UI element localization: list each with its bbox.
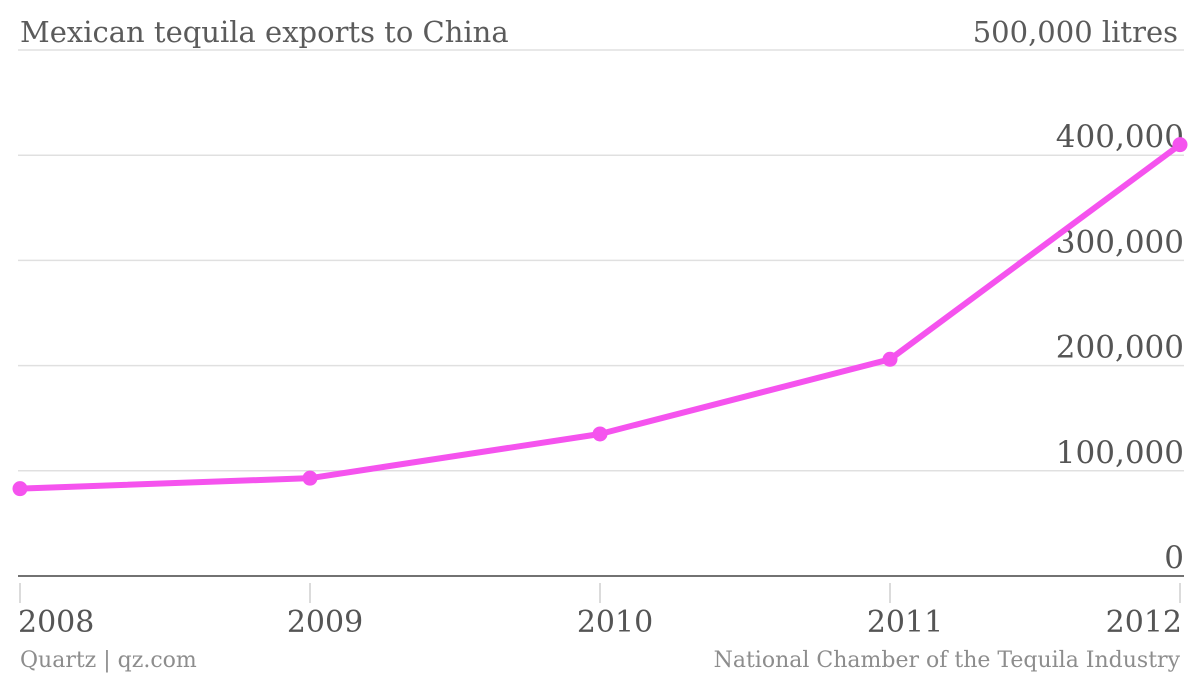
gridlines xyxy=(18,49,1184,472)
y-tick-label: 100,000 xyxy=(1056,435,1184,471)
y-tick-label: 300,000 xyxy=(1056,224,1184,260)
footer-source-right: National Chamber of the Tequila Industry xyxy=(714,648,1181,673)
data-point xyxy=(1172,137,1188,153)
y-axis-max-label: 500,000 litres xyxy=(973,15,1178,49)
y-tick-label: 400,000 xyxy=(1056,119,1184,155)
x-tick-label: 2010 xyxy=(577,605,653,640)
data-point xyxy=(882,351,898,367)
x-tick-label: 2011 xyxy=(867,605,943,640)
x-axis-ticks: 2008 2009 2010 2011 2012 xyxy=(18,583,1182,640)
data-point xyxy=(592,426,608,442)
y-tick-label: 0 xyxy=(1164,540,1184,576)
x-tick-label: 2008 xyxy=(18,605,94,640)
data-point xyxy=(302,470,318,486)
y-axis-tick-labels: 0 100,000 200,000 300,000 400,000 xyxy=(1056,119,1184,576)
chart-title: Mexican tequila exports to China xyxy=(20,15,509,49)
data-point xyxy=(12,481,28,497)
footer-source-left: Quartz | qz.com xyxy=(20,648,197,673)
x-tick-label: 2009 xyxy=(287,605,363,640)
y-tick-label: 200,000 xyxy=(1056,330,1184,366)
data-points xyxy=(12,137,1188,497)
x-tick-label: 2012 xyxy=(1106,605,1182,640)
